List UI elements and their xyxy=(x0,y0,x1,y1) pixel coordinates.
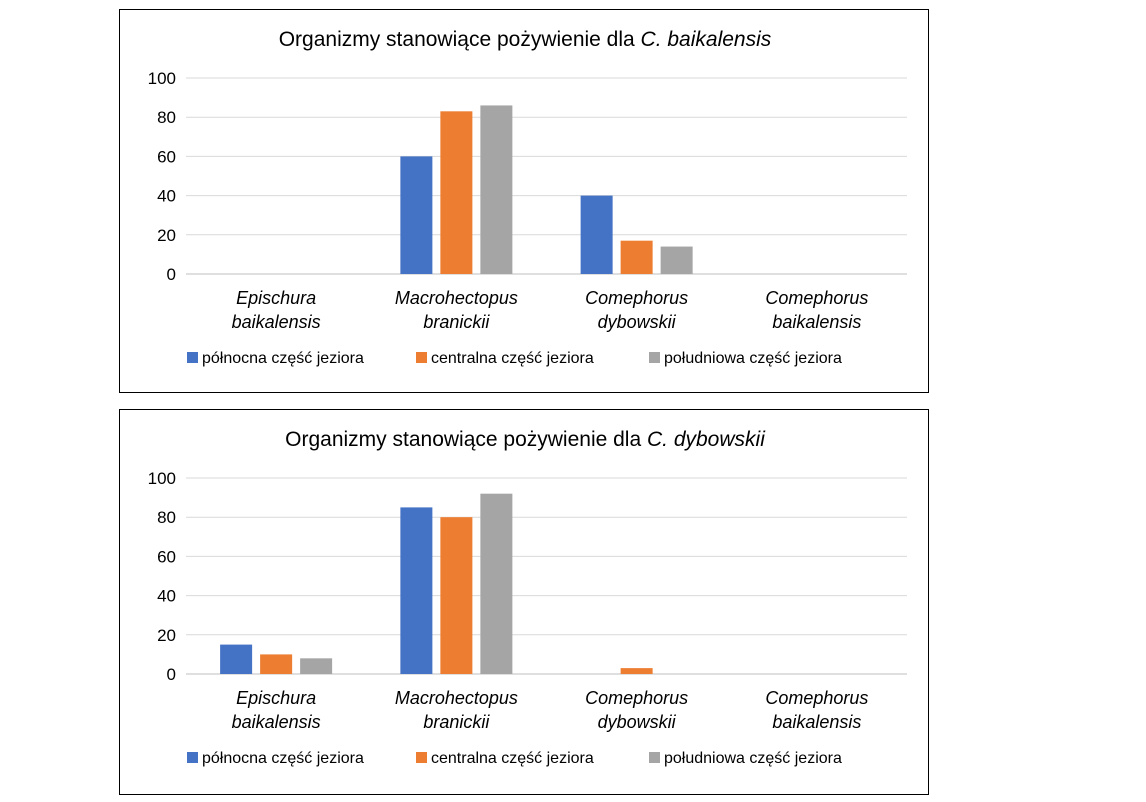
y-tick-label: 40 xyxy=(157,587,176,606)
chart-title-species: C. dybowskii xyxy=(647,428,766,451)
chart-title: Organizmy stanowiące pożywienie dla C. b… xyxy=(279,28,772,51)
bar xyxy=(400,507,433,674)
bar xyxy=(660,246,693,274)
y-tick-label: 20 xyxy=(157,226,176,245)
y-tick-label: 100 xyxy=(148,469,176,488)
bar xyxy=(480,493,513,674)
legend-swatch xyxy=(416,352,427,363)
x-category-label: Macrohectopus xyxy=(395,288,518,308)
legend-label: południowa część jeziora xyxy=(664,750,842,767)
bar xyxy=(620,668,653,674)
x-category-label: dybowskii xyxy=(598,712,677,732)
y-tick-label: 60 xyxy=(157,547,176,566)
bar-chart-dybowskii: Organizmy stanowiące pożywienie dla C. d… xyxy=(148,428,907,767)
y-tick-label: 0 xyxy=(167,265,176,284)
x-category-label: Macrohectopus xyxy=(395,688,518,708)
legend-swatch xyxy=(187,752,198,763)
chart-title-main: Organizmy stanowiące pożywienie dla xyxy=(285,428,647,451)
y-tick-label: 40 xyxy=(157,187,176,206)
chart-panel-dybowskii: Organizmy stanowiące pożywienie dla C. d… xyxy=(119,409,929,795)
x-category-label: Epischura xyxy=(236,688,316,708)
y-tick-label: 80 xyxy=(157,508,176,527)
x-category-label: dybowskii xyxy=(598,312,677,332)
y-tick-label: 20 xyxy=(157,626,176,645)
bar xyxy=(220,644,253,674)
x-category-label: Comephorus xyxy=(585,288,688,308)
x-category-label: Comephorus xyxy=(585,688,688,708)
legend-label: centralna część jeziora xyxy=(431,750,594,767)
chart-title-species: C. baikalensis xyxy=(641,28,772,51)
bar-chart-baikalensis: Organizmy stanowiące pożywienie dla C. b… xyxy=(148,28,907,367)
bar xyxy=(620,240,653,274)
legend-label: północna część jeziora xyxy=(202,750,364,767)
y-tick-label: 80 xyxy=(157,108,176,127)
chart-title-main: Organizmy stanowiące pożywienie dla xyxy=(279,28,641,51)
bar xyxy=(580,195,613,274)
legend-label: południowa część jeziora xyxy=(664,350,842,367)
x-category-label: baikalensis xyxy=(772,712,861,732)
x-category-label: Comephorus xyxy=(765,288,868,308)
x-category-label: Comephorus xyxy=(765,688,868,708)
legend-label: centralna część jeziora xyxy=(431,350,594,367)
y-tick-label: 60 xyxy=(157,147,176,166)
x-category-label: branickii xyxy=(423,712,490,732)
y-tick-label: 0 xyxy=(167,665,176,684)
legend-swatch xyxy=(187,352,198,363)
bar xyxy=(300,658,333,674)
x-category-label: branickii xyxy=(423,312,490,332)
bar xyxy=(480,105,513,274)
x-category-label: baikalensis xyxy=(772,312,861,332)
chart-panel-baikalensis: Organizmy stanowiące pożywienie dla C. b… xyxy=(119,9,929,393)
bar xyxy=(400,156,433,274)
legend-label: północna część jeziora xyxy=(202,350,364,367)
bar xyxy=(440,111,473,274)
x-category-label: baikalensis xyxy=(232,312,321,332)
y-tick-label: 100 xyxy=(148,69,176,88)
legend-swatch xyxy=(649,752,660,763)
x-category-label: Epischura xyxy=(236,288,316,308)
chart-title: Organizmy stanowiące pożywienie dla C. d… xyxy=(285,428,766,451)
bar xyxy=(260,654,293,674)
x-category-label: baikalensis xyxy=(232,712,321,732)
legend-swatch xyxy=(649,352,660,363)
bar xyxy=(440,517,473,674)
legend-swatch xyxy=(416,752,427,763)
